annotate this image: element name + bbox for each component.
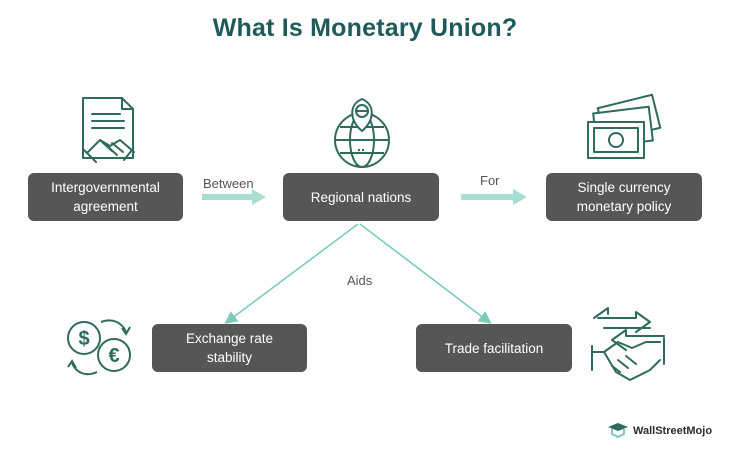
node-intergovernmental-agreement: Intergovernmental agreement [28, 173, 183, 221]
edge-label-between: Between [203, 176, 254, 191]
arrows-handshake-icon [591, 307, 665, 381]
arrow-for [461, 189, 527, 205]
node-trade-facilitation: Trade facilitation [416, 324, 572, 372]
node-exchange-rate-stability: Exchange rate stability [152, 324, 307, 372]
banknote-stack-icon [587, 93, 662, 159]
brand-logo: WallStreetMojo [607, 422, 712, 440]
arrow-to-trade [359, 223, 492, 324]
node-single-currency: Single currency monetary policy [546, 173, 702, 221]
edge-label-aids: Aids [347, 273, 373, 288]
brand-mark-icon [608, 423, 628, 439]
arrow-between [202, 189, 266, 205]
edge-label-for: For [480, 173, 500, 188]
document-handshake-icon [82, 97, 135, 163]
arrow-to-exchange [224, 223, 359, 324]
page-title: What Is Monetary Union? [212, 14, 518, 42]
node-regional-nations: Regional nations [283, 173, 439, 221]
currency-exchange-icon: $ € [67, 319, 131, 376]
svg-text:$: $ [78, 328, 89, 350]
svg-text:€: € [108, 345, 119, 367]
globe-pin-icon [334, 97, 390, 168]
brand-name: WallStreetMojo [633, 425, 713, 437]
